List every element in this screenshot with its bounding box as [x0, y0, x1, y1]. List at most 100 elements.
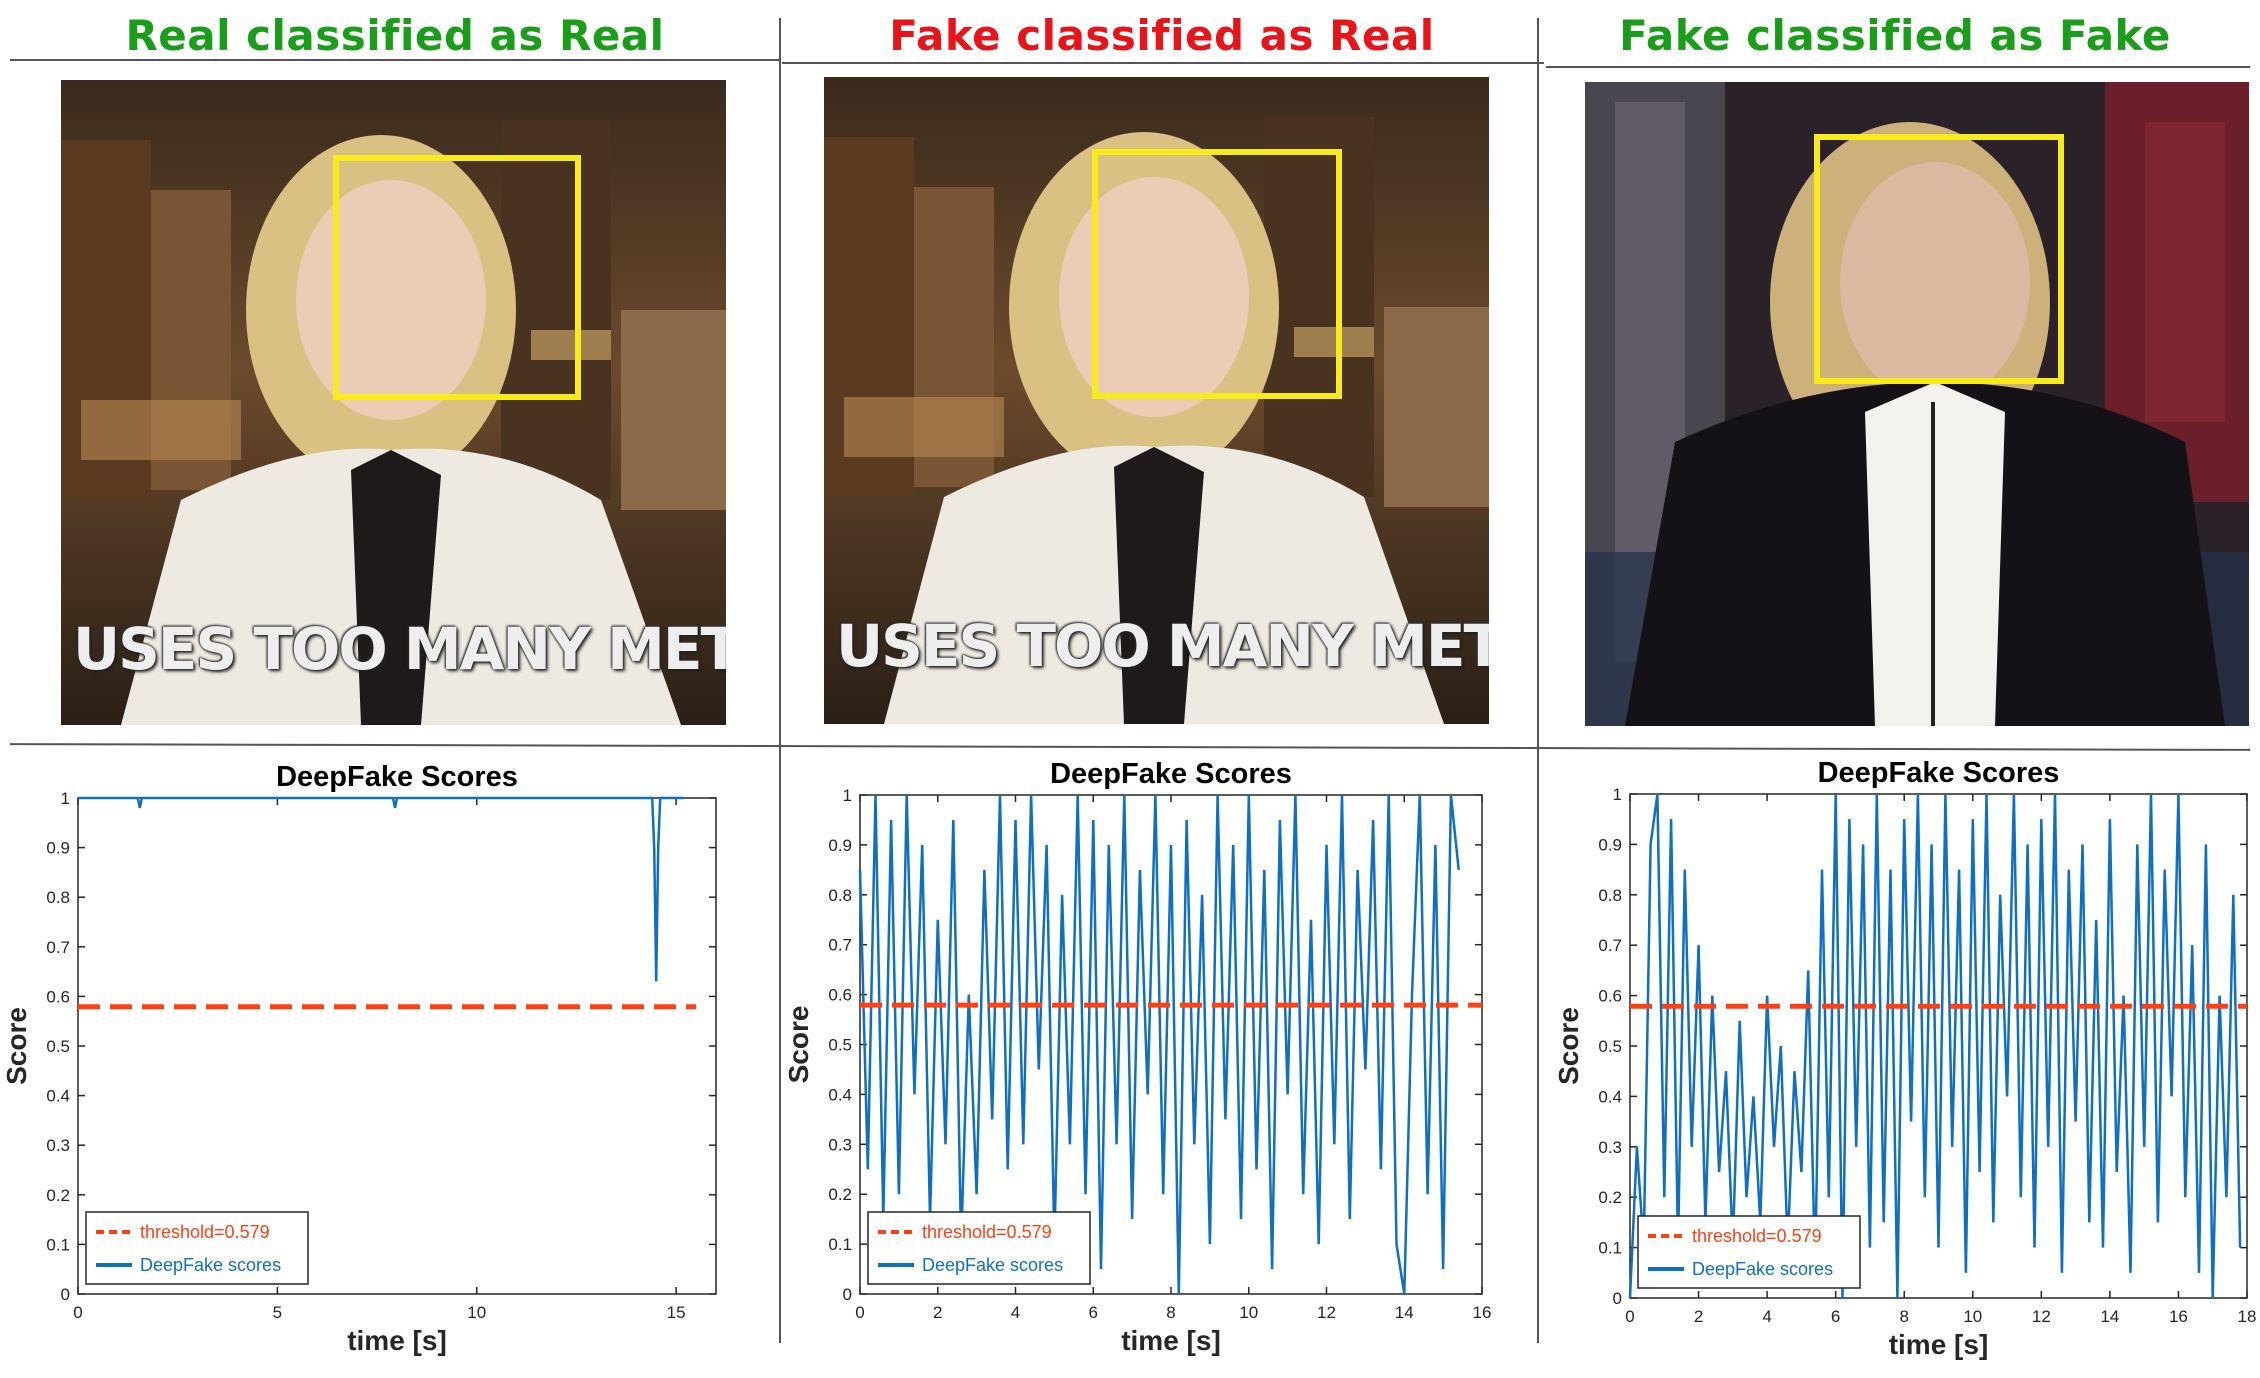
- y-tick-label: 0.9: [828, 836, 852, 855]
- x-tick-label: 14: [2100, 1307, 2119, 1326]
- x-tick-label: 8: [1166, 1303, 1175, 1322]
- scores-chart-1: DeepFake Scores 0 0.1 0.2 0.3 0.4 0.5 0.6 0.7 0.8…: [0, 752, 780, 1356]
- x-tick-label: 5: [273, 1303, 282, 1322]
- y-tick-label: 0.3: [46, 1136, 70, 1155]
- x-tick-label: 2: [1694, 1307, 1703, 1326]
- y-tick-label: 0.5: [828, 1036, 852, 1055]
- x-tick-label: 0: [855, 1303, 864, 1322]
- legend-box: [85, 1211, 309, 1285]
- y-tick-label: 0: [1613, 1289, 1622, 1308]
- scores-line: [78, 796, 685, 982]
- top-rule-right: [1546, 66, 2250, 68]
- y-tick-label: 0: [61, 1285, 70, 1304]
- scores-chart-3-svg: DeepFake Scores 0 0.1 0.2 0.3 0.4 0.5 0.6 0.7 0.8…: [1553, 757, 2257, 1360]
- y-tick-label: 0: [843, 1285, 852, 1304]
- scene-white-jacket-1: [61, 80, 726, 725]
- legend-label: threshold=0.579: [922, 1222, 1052, 1242]
- y-tick-label: 0.1: [46, 1235, 70, 1254]
- column-divider-2: [1537, 18, 1539, 1343]
- x-tick-label: 15: [667, 1303, 686, 1322]
- x-tick-label: 0: [1625, 1307, 1634, 1326]
- y-tick-label: 0.7: [46, 938, 70, 957]
- middle-rule: [10, 743, 2250, 751]
- x-tick-label: 10: [1963, 1307, 1982, 1326]
- legend-label: threshold=0.579: [1692, 1226, 1822, 1246]
- y-tick-label: 0.6: [1598, 987, 1622, 1006]
- y-tick-label: 0.5: [46, 1037, 70, 1056]
- y-tick-label: 0.8: [828, 886, 852, 905]
- y-tick-label: 0.7: [828, 936, 852, 955]
- panel-title-1: Real classified as Real: [125, 11, 665, 60]
- scene-white-jacket-2: [824, 77, 1489, 724]
- face-box-3: [1814, 134, 2064, 384]
- video-frame-1: USES TOO MANY METAPHO: [61, 80, 726, 725]
- x-tick-label: 8: [1899, 1307, 1908, 1326]
- x-axis-label: time [s]: [347, 1325, 447, 1356]
- y-tick-label: 0.9: [46, 839, 70, 858]
- y-tick-label: 0.7: [1598, 936, 1622, 955]
- x-tick-label: 0: [73, 1303, 82, 1322]
- y-axis-label: Score: [1, 1007, 32, 1085]
- column-divider-1: [779, 18, 781, 1343]
- scores-chart-1-svg: DeepFake Scores 0 0.1 0.2 0.3 0.4 0.5 0.6 0.7 0.8…: [1, 761, 717, 1356]
- video-frame-3: [1585, 82, 2249, 726]
- x-tick-label: 14: [1395, 1303, 1414, 1322]
- legend: threshold=0.579 DeepFake scores: [867, 1211, 1091, 1285]
- chart-title: DeepFake Scores: [1818, 757, 2060, 789]
- x-tick-label: 2: [933, 1303, 942, 1322]
- y-tick-label: 0.4: [828, 1085, 852, 1104]
- y-tick-label: 0.8: [1598, 886, 1622, 905]
- y-tick-label: 0.2: [828, 1185, 852, 1204]
- chart-title: DeepFake Scores: [1050, 758, 1292, 790]
- y-tick-label: 0.3: [1598, 1138, 1622, 1157]
- face-box-1: [333, 155, 581, 400]
- subtitle-caption-1: USES TOO MANY METAPHO: [73, 615, 726, 683]
- y-tick-label: 0.2: [46, 1186, 70, 1205]
- legend-label: DeepFake scores: [922, 1255, 1063, 1275]
- legend-label: threshold=0.579: [140, 1222, 270, 1242]
- x-axis-label: time [s]: [1889, 1329, 1989, 1360]
- scores-chart-3: DeepFake Scores 0 0.1 0.2 0.3 0.4 0.5 0.6 0.7 0.8…: [1535, 752, 2260, 1360]
- y-tick-label: 0.4: [1598, 1087, 1622, 1106]
- x-tick-label: 10: [1239, 1303, 1258, 1322]
- legend-label: DeepFake scores: [1692, 1259, 1833, 1279]
- y-axis-label: Score: [1553, 1007, 1584, 1085]
- scene-black-jacket: [1585, 82, 2249, 726]
- y-tick-label: 0.6: [46, 987, 70, 1006]
- x-tick-label: 4: [1011, 1303, 1020, 1322]
- legend: threshold=0.579 DeepFake scores: [85, 1211, 309, 1285]
- scores-line: [858, 794, 1460, 1295]
- panel-title-3: Fake classified as Fake: [1619, 11, 2171, 60]
- x-tick-label: 16: [2169, 1307, 2188, 1326]
- y-tick-label: 0.6: [828, 986, 852, 1005]
- legend-label: DeepFake scores: [140, 1255, 281, 1275]
- y-tick-label: 0.4: [46, 1087, 70, 1106]
- x-tick-label: 16: [1473, 1303, 1492, 1322]
- scores-chart-2: DeepFake Scores 0 0.1 0.2 0.3 0.4 0.5 0.6 0.7 0.8…: [770, 752, 1540, 1356]
- x-tick-label: 12: [1317, 1303, 1336, 1322]
- x-tick-label: 6: [1089, 1303, 1098, 1322]
- top-rule-middle: [782, 62, 1544, 64]
- x-tick-label: 12: [2032, 1307, 2051, 1326]
- y-tick-label: 0.9: [1598, 835, 1622, 854]
- face-box-2: [1092, 149, 1342, 399]
- y-axis-label: Score: [783, 1006, 814, 1084]
- y-tick-label: 0.5: [1598, 1037, 1622, 1056]
- y-tick-label: 1: [61, 789, 70, 808]
- x-tick-label: 6: [1831, 1307, 1840, 1326]
- x-tick-label: 18: [2238, 1307, 2257, 1326]
- panel-title-2: Fake classified as Real: [889, 11, 1435, 60]
- top-rule-left: [10, 59, 780, 61]
- y-tick-label: 0.1: [828, 1235, 852, 1254]
- legend-box: [1637, 1215, 1861, 1289]
- y-tick-label: 1: [1613, 785, 1622, 804]
- y-tick-label: 0.2: [1598, 1188, 1622, 1207]
- legend-box: [867, 1211, 1091, 1285]
- subtitle-caption-2: USES TOO MANY METAPHO: [836, 612, 1489, 680]
- x-tick-label: 10: [467, 1303, 486, 1322]
- scores-chart-2-svg: DeepFake Scores 0 0.1 0.2 0.3 0.4 0.5 0.6 0.7 0.8…: [783, 758, 1492, 1356]
- y-tick-label: 0.3: [828, 1135, 852, 1154]
- video-frame-2: USES TOO MANY METAPHO: [824, 77, 1489, 724]
- x-axis-label: time [s]: [1121, 1325, 1221, 1356]
- y-tick-label: 0.1: [1598, 1239, 1622, 1258]
